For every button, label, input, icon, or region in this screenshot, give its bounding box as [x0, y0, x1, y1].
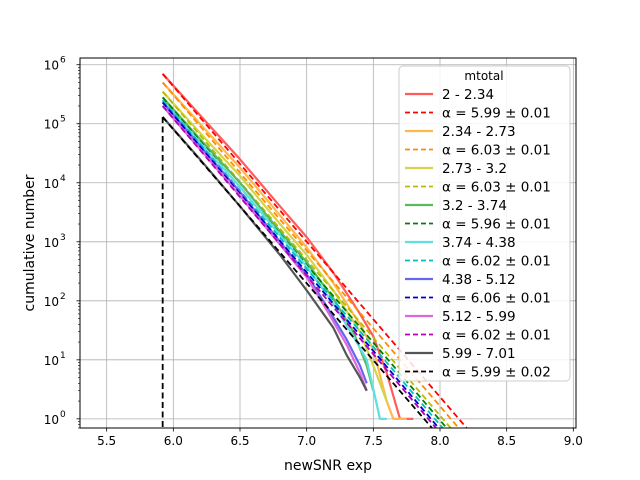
- legend-label-fit: α = 6.03 ± 0.01: [442, 143, 551, 159]
- series-line-1: [161, 81, 407, 420]
- plot-frame: [79, 57, 577, 429]
- y-tick-label: 10: [44, 236, 59, 250]
- y-tick-exponent: 4: [60, 174, 66, 184]
- fit-line-2: [161, 91, 452, 428]
- legend-label-fit: α = 6.03 ± 0.01: [442, 180, 551, 196]
- fit-line-0: [161, 73, 468, 428]
- x-tick-label: 8.0: [430, 434, 449, 448]
- fit-line-4: [161, 99, 444, 428]
- series-line-3: [161, 96, 375, 391]
- legend-box: [398, 65, 571, 382]
- x-tick-label: 7.0: [297, 434, 316, 448]
- legend-label-series: 2 - 2.34: [442, 87, 494, 103]
- y-tick-exponent: 6: [60, 56, 66, 66]
- x-tick-label: 7.5: [364, 434, 383, 448]
- legend-label-fit: α = 5.99 ± 0.02: [442, 365, 551, 381]
- y-axis-label: cumulative number: [22, 174, 38, 311]
- y-tick-label: 10: [44, 118, 59, 132]
- legend-label-fit: α = 6.02 ± 0.01: [442, 328, 551, 344]
- legend-label-series: 5.12 - 5.99: [442, 309, 516, 325]
- x-tick-label: 5.5: [97, 434, 116, 448]
- legend-label-series: 5.99 - 7.01: [442, 346, 516, 362]
- legend-label-fit: α = 6.06 ± 0.01: [442, 291, 551, 307]
- ticks: 5.5 6.0 6.5 7.0 7.5 8.0 8.5 9.010 010 110 210 310 41…: [44, 56, 583, 448]
- y-tick-exponent: 2: [60, 292, 66, 302]
- y-tick-exponent: 3: [60, 233, 66, 243]
- fit-line-5: [161, 101, 440, 428]
- legend-label-fit: α = 5.96 ± 0.01: [442, 217, 551, 233]
- y-tick-label: 10: [44, 413, 59, 427]
- y-tick-exponent: 0: [60, 410, 66, 420]
- legend-label-fit: α = 6.02 ± 0.01: [442, 254, 551, 270]
- y-tick-label: 10: [44, 354, 59, 368]
- legend-label-fit: α = 5.99 ± 0.01: [442, 106, 551, 122]
- x-tick-label: 8.5: [497, 434, 516, 448]
- y-tick-label: 10: [44, 59, 59, 73]
- x-tick-label: 6.0: [164, 434, 183, 448]
- fit-line-6: [161, 105, 437, 428]
- legend-label-series: 2.73 - 3.2: [442, 161, 507, 177]
- legend: mtotal 2 - 2.34 α = 5.99 ± 0.01 2.34 - 2.7…: [398, 65, 571, 382]
- legend-title: mtotal: [464, 69, 503, 83]
- x-tick-label: 6.5: [230, 434, 249, 448]
- y-tick-label: 10: [44, 177, 59, 191]
- y-tick-exponent: 1: [60, 351, 66, 361]
- legend-label-series: 3.74 - 4.38: [442, 235, 516, 251]
- x-axis-label: newSNR exp: [284, 458, 372, 474]
- legend-label-series: 3.2 - 3.74: [442, 198, 507, 214]
- y-tick-label: 10: [44, 295, 59, 309]
- legend-label-series: 4.38 - 5.12: [442, 272, 516, 288]
- x-tick-label: 9.0: [564, 434, 583, 448]
- fit-line-7: [161, 116, 433, 428]
- y-tick-exponent: 5: [60, 115, 66, 125]
- legend-label-series: 2.34 - 2.73: [442, 124, 516, 140]
